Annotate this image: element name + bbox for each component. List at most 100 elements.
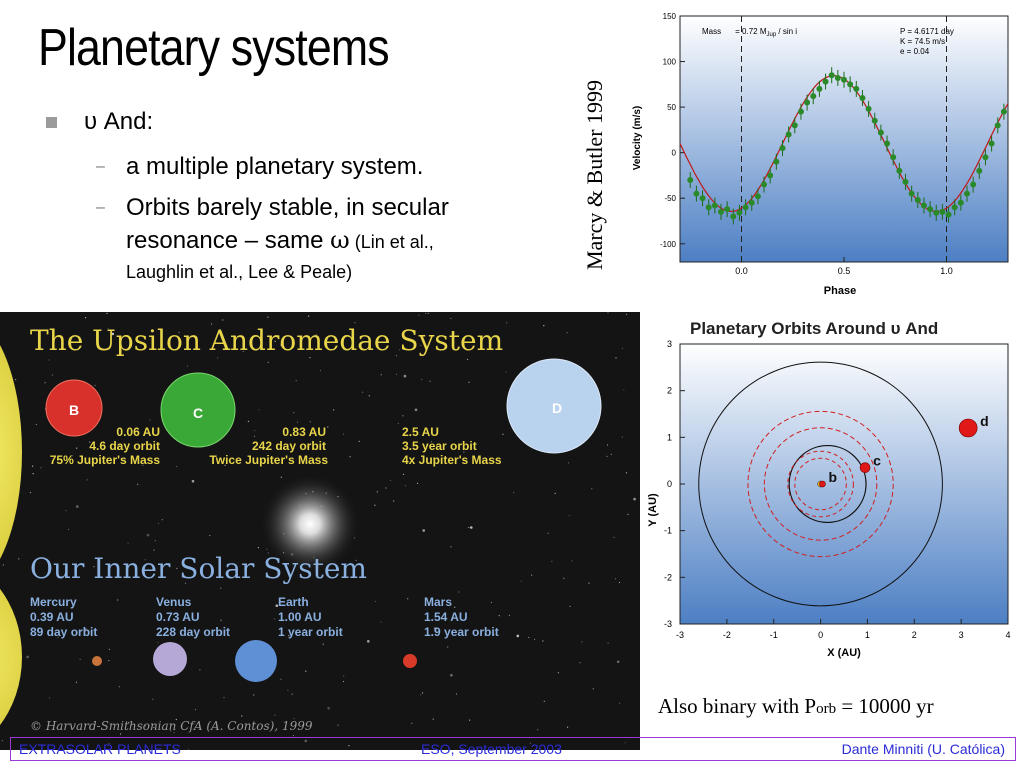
background-star [85,628,87,630]
orbits-chart-panel: Planetary Orbits Around υ And -3 -2 -1 0 1 2 3… [647,310,1020,666]
orbit-d-range [763,427,878,541]
venus-planet [153,642,187,676]
background-star [32,473,34,475]
planet-c-mass: Twice Jupiter's Mass [209,453,328,467]
mercury-planet [92,656,102,666]
planet-c-orbit: 242 day orbit [252,439,326,453]
sub-bullet-2-line2b: (Lin et al., [349,232,434,252]
velocity-xtick-label: 0.0 [735,266,748,276]
background-star [543,325,545,327]
background-star [404,485,407,487]
background-star [374,504,376,506]
background-star [161,519,163,521]
background-star [606,455,608,457]
background-star [420,344,422,347]
background-star [65,510,67,512]
orbits-title: Planetary Orbits Around υ And [690,319,938,338]
background-star [502,433,504,435]
background-star [498,615,500,617]
rv-point [718,208,724,215]
background-star [319,370,321,372]
planet-b-mass: 75% Jupiter's Mass [50,453,161,467]
background-star [450,317,452,319]
background-star [398,349,400,351]
background-star [242,351,244,353]
earth-orbit: 1 year orbit [278,625,343,639]
planet-b [45,379,103,437]
planet-c-marker [859,462,871,473]
orbits-xtick-label: -3 [676,630,684,640]
mercury-au: 0.39 AU [30,610,74,624]
orbits-ytick-label: 1 [667,432,672,442]
background-star [153,726,155,729]
rv-point [927,206,934,213]
background-star [295,380,297,382]
background-star [508,614,510,616]
background-star [315,334,317,336]
background-star [621,347,624,349]
background-star [305,670,307,672]
orbit-c-range [794,457,847,511]
planet-b-marker [819,480,826,488]
slide-title: Planetary systems [38,19,390,77]
background-star [220,619,222,621]
rv-point [988,140,995,147]
background-star [551,560,553,562]
background-star [175,718,177,721]
background-star [142,464,144,466]
background-star [425,312,427,314]
rv-point [822,78,829,85]
dash-bullet-icon: – [96,158,105,175]
rv-point [816,85,823,92]
planet-d-mass: 4x Jupiter's Mass [402,453,502,467]
background-star [579,662,581,664]
rv-point [748,199,755,206]
planet-d-label: d [980,413,989,429]
background-star [455,693,458,695]
background-star [152,698,154,700]
planet-c-label: c [873,453,881,469]
earth-planet [235,640,277,682]
background-star [186,365,189,367]
orbits-ytick-label: 0 [667,479,672,489]
background-star [274,714,276,716]
orbits-ytick-label: -3 [664,619,672,629]
planet-d-marker [958,418,978,438]
background-star [618,581,621,584]
background-star [173,732,175,734]
planet-d [506,358,602,454]
rv-point [957,199,964,206]
mercury-name: Mercury [30,595,77,609]
param-eccentricity: e = 0.04 [900,47,930,56]
rv-point [970,181,977,188]
background-star [433,627,437,630]
background-star [358,440,360,442]
background-star [2,564,4,566]
background-star [367,640,370,643]
background-star [1,740,3,742]
background-star [432,718,434,720]
sub-bullet-2: – Orbits barely stable, in secular reson… [96,191,564,285]
background-star [199,669,201,671]
background-star [146,533,150,537]
background-star [343,433,345,435]
sub-bullet-2-line3: Laughlin et al., Lee & Peale) [126,262,353,282]
background-star [57,636,59,638]
rv-point [761,181,768,188]
rv-point [724,206,731,213]
background-star [454,606,456,608]
background-star [393,500,395,502]
param-amplitude: K = 74.5 m/s [900,37,945,46]
background-star [187,748,190,750]
velocity-xtick-label: 1.0 [940,266,953,276]
planet-c-letter: C [193,405,203,421]
background-star [18,558,20,560]
orbits-ytick-label: -2 [664,572,672,582]
rv-point [828,72,835,79]
background-star [217,357,219,359]
planet-d-orbit: 3.5 year orbit [402,439,477,453]
background-star [623,389,625,391]
background-star [450,546,452,548]
background-star [258,409,260,411]
background-star [253,694,255,696]
